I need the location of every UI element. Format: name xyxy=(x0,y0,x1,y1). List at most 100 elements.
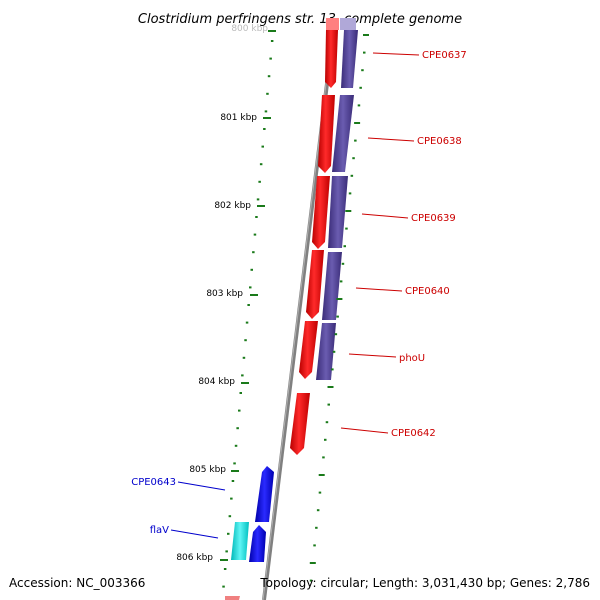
outer-track-tick xyxy=(313,544,316,547)
ruler-minor-tick xyxy=(242,356,246,359)
ruler-minor-tick xyxy=(259,163,263,166)
outer-track-tick xyxy=(348,192,352,195)
gene-arrow-flav[interactable] xyxy=(249,525,266,562)
outer-track-tick xyxy=(327,386,334,388)
ruler-minor-tick xyxy=(270,40,274,42)
outer-track-tick xyxy=(357,104,361,107)
tick-label-803kbp: 803 kbp xyxy=(206,289,243,299)
ruler-minor-tick xyxy=(263,128,266,130)
feature-leader-lines xyxy=(340,52,420,434)
ruler-minor-tick xyxy=(247,304,250,306)
ruler-minor-tick xyxy=(225,550,228,553)
outer-track-tick xyxy=(324,438,327,441)
outer-track-tick xyxy=(345,210,352,212)
ruler-minor-tick xyxy=(253,233,257,236)
feature-label-cpe0639[interactable]: CPE0639 xyxy=(411,213,456,224)
ruler-minor-tick xyxy=(222,585,225,588)
outer-track-tick xyxy=(363,34,369,36)
ruler-minor-tick xyxy=(244,339,247,342)
ruler-minor-tick xyxy=(264,110,268,113)
ruler-minor-tick xyxy=(249,286,252,289)
feature-label-cpe0642[interactable]: CPE0642 xyxy=(391,428,436,439)
ruler-minor-tick xyxy=(256,198,260,201)
ruler-minor-tick xyxy=(230,497,233,500)
outer-track-tick xyxy=(336,315,339,318)
tick-label-800kbp: 800 kbp xyxy=(231,24,268,34)
feature-label-flav[interactable]: flaV xyxy=(150,525,169,536)
ruler-minor-tick xyxy=(250,268,253,271)
outer-track-tick xyxy=(316,509,320,512)
ruler-minor-tick xyxy=(258,180,261,183)
ruler-minor-tick xyxy=(231,480,235,482)
outer-track-tick xyxy=(363,51,366,54)
ruler-major-tick xyxy=(257,205,265,207)
ruler-minor-tick xyxy=(269,57,272,60)
ruler-minor-tick xyxy=(255,216,258,218)
gene-arrow-cpe0637[interactable] xyxy=(325,30,338,88)
outer-track-tick xyxy=(309,579,313,582)
feature-label-phou[interactable]: phoU xyxy=(399,353,425,364)
gene-arrow-cpe0638[interactable] xyxy=(318,95,335,173)
outer-track-tick xyxy=(327,403,330,406)
feature-leader-lines-blue xyxy=(170,481,226,539)
outer-track-tick xyxy=(341,262,345,265)
tick-label-804kbp: 804 kbp xyxy=(198,377,235,387)
ruler-major-tick xyxy=(263,117,271,119)
outer-track-tick xyxy=(334,333,338,336)
ruler-minor-tick xyxy=(234,444,238,447)
ruler-major-tick xyxy=(268,30,276,32)
gene-arrow-cpe0643[interactable] xyxy=(255,466,274,522)
outer-track-tick xyxy=(331,368,334,371)
feature-label-cpe0638[interactable]: CPE0638 xyxy=(417,136,462,147)
gene-arrow-phou[interactable] xyxy=(299,321,318,379)
ruler-major-tick xyxy=(250,294,258,296)
outer-track-tick xyxy=(339,280,343,283)
gene-arrow-cpe0642[interactable] xyxy=(290,393,310,455)
feature-label-cpe0640[interactable]: CPE0640 xyxy=(405,286,450,297)
ruler-minor-tick xyxy=(233,462,236,465)
feature-label-cpe0637[interactable]: CPE0637 xyxy=(422,50,467,61)
feature-label-cpe0643[interactable]: CPE0643 xyxy=(131,477,176,488)
outer-track-tick xyxy=(336,298,343,300)
outer-track-tick xyxy=(343,245,346,248)
gene-arrow-cpe0640[interactable] xyxy=(306,250,324,319)
outer-track-tick xyxy=(318,491,322,494)
outer-track-tick xyxy=(361,69,364,72)
tick-label-801kbp: 801 kbp xyxy=(220,113,257,123)
rna-feature[interactable] xyxy=(231,522,249,560)
ruler-minor-tick xyxy=(236,427,239,430)
tick-label-802kbp: 802 kbp xyxy=(214,201,251,211)
outer-tick-track xyxy=(309,34,369,582)
tick-label-805kbp: 805 kbp xyxy=(189,465,226,475)
ruler-minor-tick xyxy=(252,251,255,254)
outer-track-tick xyxy=(354,122,361,124)
ruler-minor-tick xyxy=(228,515,232,518)
outer-track-tick xyxy=(354,139,357,142)
ruler-minor-tick xyxy=(227,532,230,535)
outer-track-tick xyxy=(332,350,336,353)
outer-track-tick xyxy=(315,526,318,529)
outer-track-tick xyxy=(345,227,348,230)
ruler-minor-tick xyxy=(241,374,244,377)
gc-content-track xyxy=(316,18,358,380)
ruler-minor-tick xyxy=(238,409,241,412)
inner-ruler xyxy=(220,30,276,588)
ruler-minor-tick xyxy=(223,568,227,570)
ruler-minor-tick xyxy=(266,92,269,95)
ruler-minor-tick xyxy=(239,392,242,394)
gene-arrow-cpe0639[interactable] xyxy=(312,176,330,249)
outer-track-tick xyxy=(309,562,316,564)
map-title: Clostridium perfringens str. 13, complet… xyxy=(138,12,462,27)
ruler-labels: 800 kbp 801 kbp 802 kbp 803 kbp 804 kbp … xyxy=(176,24,268,563)
summary-text: Topology: circular; Length: 3,031,430 bp… xyxy=(259,576,590,590)
outer-track-tick xyxy=(359,86,362,89)
tick-label-806kbp: 806 kbp xyxy=(176,553,213,563)
ruler-minor-tick xyxy=(245,321,249,324)
accession-text: Accession: NC_003366 xyxy=(9,576,145,590)
ruler-major-tick xyxy=(220,559,228,561)
outer-track-tick xyxy=(322,456,325,459)
reverse-cds-track xyxy=(249,466,274,562)
ruler-minor-tick xyxy=(267,75,271,78)
